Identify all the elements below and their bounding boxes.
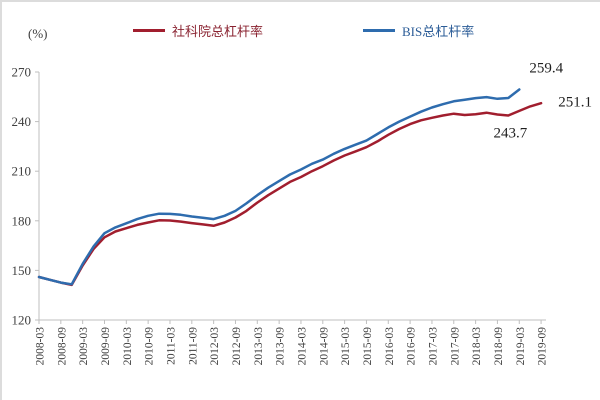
left-edge-divider bbox=[0, 0, 2, 400]
y-tick-label: 210 bbox=[12, 164, 32, 179]
top-edge-divider bbox=[0, 0, 600, 2]
bis-line-swatch bbox=[363, 28, 395, 32]
y-tick-label: 150 bbox=[12, 263, 32, 278]
x-tick-label: 2010-03 bbox=[122, 327, 134, 366]
series-line-cass bbox=[37, 101, 543, 287]
x-tick-label: 2018-03 bbox=[471, 327, 483, 366]
x-tick-label: 2019-09 bbox=[537, 327, 549, 366]
annotation-cass-end-value: 251.1 bbox=[558, 94, 592, 111]
x-tick-label: 2011-09 bbox=[187, 327, 199, 365]
y-tick-label: 270 bbox=[12, 65, 32, 80]
y-tick-label: 120 bbox=[12, 313, 32, 328]
x-tick-label: 2014-09 bbox=[318, 327, 330, 366]
x-tick-label: 2017-09 bbox=[449, 327, 461, 366]
x-tick-label: 2013-09 bbox=[275, 327, 287, 366]
y-axis-unit-label: (%) bbox=[28, 26, 48, 41]
x-tick-label: 2015-03 bbox=[340, 327, 352, 366]
annotation-bis-end-value: 259.4 bbox=[529, 60, 564, 77]
series-line-bis bbox=[37, 88, 521, 286]
x-tick-label: 2008-09 bbox=[56, 327, 68, 366]
x-tick-label: 2010-09 bbox=[144, 327, 156, 366]
x-tick-label: 2012-09 bbox=[231, 327, 243, 366]
x-tick-label: 2015-09 bbox=[362, 327, 374, 366]
x-tick-label: 2012-03 bbox=[209, 327, 221, 366]
x-tick-label: 2009-09 bbox=[100, 327, 112, 366]
x-tick-label: 2009-03 bbox=[78, 327, 90, 366]
legend-item-cass: 社科院总杠杆率 bbox=[133, 22, 264, 39]
x-tick-label: 2011-03 bbox=[165, 327, 177, 365]
x-tick-label: 2016-03 bbox=[384, 327, 396, 366]
x-tick-label: 2016-09 bbox=[406, 327, 418, 366]
y-tick-label: 240 bbox=[12, 114, 32, 129]
legend-label-cass: 社科院总杠杆率 bbox=[172, 23, 264, 39]
annotation-cass-2018-value: 243.7 bbox=[493, 125, 528, 142]
x-tick-label: 2013-03 bbox=[253, 327, 265, 366]
cass-line-swatch bbox=[133, 28, 165, 32]
legend-item-bis: BIS总杠杆率 bbox=[363, 22, 475, 39]
x-tick-label: 2018-09 bbox=[493, 327, 505, 366]
y-tick-label: 180 bbox=[12, 213, 32, 228]
x-tick-label: 2019-03 bbox=[515, 327, 527, 366]
x-tick-label: 2017-03 bbox=[427, 327, 439, 366]
x-tick-label: 2008-03 bbox=[35, 327, 47, 366]
x-tick-label: 2014-03 bbox=[296, 327, 308, 366]
legend-label-bis: BIS总杠杆率 bbox=[402, 23, 475, 39]
